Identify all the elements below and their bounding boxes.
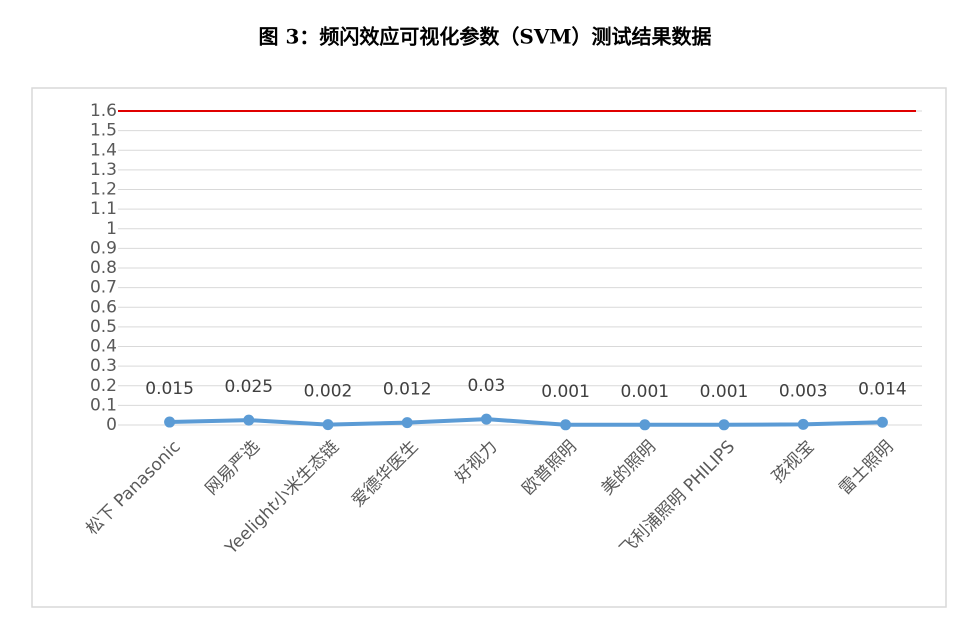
x-tick-label: 爱德华医生 [348,437,422,511]
y-tick-label: 0.8 [90,258,117,278]
data-label: 0.001 [541,382,590,402]
data-point [480,413,492,425]
series-line [169,417,883,427]
y-tick-label: 1.6 [90,101,117,121]
data-label: 0.015 [145,379,194,399]
x-tick-label: 美的照明 [598,437,660,499]
data-point [164,416,176,428]
x-tick-label: 好视力 [451,437,501,487]
y-tick-label: 0.1 [90,395,117,415]
data-label: 0.001 [620,382,669,402]
y-tick-label: 1.4 [90,140,117,160]
x-tick-label: 网易严选 [202,437,264,499]
chart-frame [31,87,947,608]
y-tick-label: 0.5 [90,317,117,337]
data-label: 0.025 [224,377,273,397]
y-tick-label: 0.6 [90,297,117,317]
x-tick-label: 雷士照明 [835,437,897,499]
y-tick-label: 0.7 [90,278,117,298]
y-tick-label: 0.4 [90,337,117,357]
data-label: 0.012 [383,380,432,400]
data-point [639,419,651,431]
data-point [560,419,572,431]
data-point [876,416,888,428]
y-tick-label: 1.2 [90,180,117,200]
y-tick-label: 1.1 [90,199,117,219]
y-tick-label: 1 [106,219,117,239]
data-label: 0.002 [304,382,353,402]
data-point [718,419,730,431]
data-label: 0.03 [467,376,505,396]
x-tick-label: 松下 Panasonic [82,437,184,539]
data-point [797,418,809,430]
data-point [401,417,413,429]
x-tick-label: 欧普照明 [518,437,580,499]
y-tick-label: 1.5 [90,121,117,141]
data-label: 0.014 [858,379,907,399]
y-tick-label: 0.3 [90,356,117,376]
x-tick-label: 孩视宝 [768,437,818,487]
data-point [243,414,255,426]
chart-title: 图 3：频闪效应可视化参数（SVM）测试结果数据 [259,25,712,49]
y-tick-label: 0.2 [90,376,117,396]
y-tick-label: 0 [106,415,117,435]
data-label: 0.003 [779,381,828,401]
data-label: 0.001 [700,382,749,402]
y-tick-label: 1.3 [90,160,117,180]
data-point [322,419,334,431]
y-tick-label: 0.9 [90,238,117,258]
